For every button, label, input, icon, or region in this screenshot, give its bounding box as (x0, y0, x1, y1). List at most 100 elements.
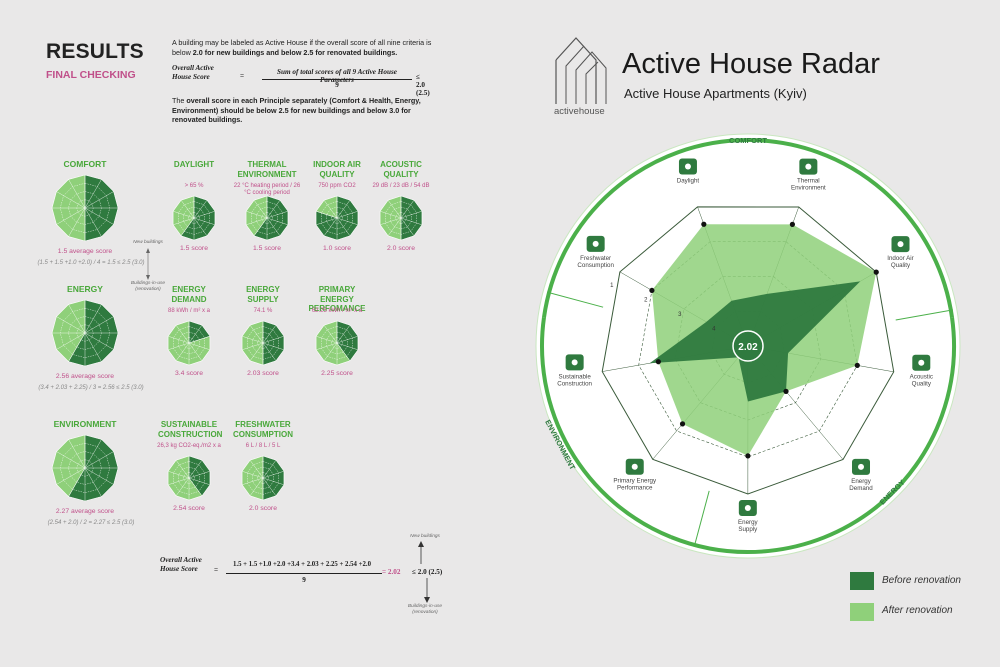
radar-title: Active House Radar (622, 48, 880, 80)
param-radar-0 (172, 195, 216, 241)
axis-label-0: Thermal Environment (791, 178, 826, 192)
principle-title-environment: ENVIRONMENT (53, 419, 117, 429)
radar-point-after-6 (655, 359, 661, 365)
param-title-6: PRIMARY ENERGY PERFOMANCE (308, 285, 366, 313)
principle-rule-text: The overall score in each Principle sepa… (172, 96, 421, 125)
principle-title-energy: ENERGY (67, 284, 103, 294)
principle-radar-comfort (51, 174, 119, 242)
activehouse-logo-icon (555, 37, 607, 104)
param-score-1: 1.5 score (253, 245, 281, 252)
axis-label-2: Acoustic Quality (910, 374, 933, 388)
overall-result: = 2.02 (382, 568, 401, 576)
param-score-7: 2.54 score (173, 505, 205, 512)
sun-icon (678, 158, 697, 175)
comfort-note-inuse: Buildings-in-use (renovation) (130, 281, 166, 292)
radar-point-after-7 (649, 287, 655, 294)
overall-threshold: ≤ 2.0 (2.5) (412, 568, 443, 576)
comfort-note-new: New buildings (133, 240, 163, 245)
radar-point-after-2 (854, 362, 860, 368)
house-plug-icon (852, 458, 871, 475)
param-radar-7 (167, 455, 211, 501)
param-value-1: 22 °C heating period / 26 °C cooling per… (233, 183, 301, 196)
principle-radar-environment (51, 434, 119, 502)
sector-divider-2 (546, 291, 604, 308)
results-title: RESULTS (46, 40, 144, 63)
param-score-3: 2.0 score (387, 245, 415, 252)
ring-label-3: 3 (678, 312, 682, 318)
principle-score-comfort: 1.5 average score (57, 248, 113, 255)
param-radar-3 (379, 195, 423, 241)
center-score: 2.02 (738, 342, 758, 353)
param-score-4: 3.4 score (175, 370, 203, 377)
param-value-3: 29 dB / 23 dB / 54 dB (372, 183, 430, 189)
param-value-7: 26,3 kg CO2-eq./m2 x a (157, 443, 221, 449)
sector-label-comfort: COMFORT (729, 136, 767, 145)
legend-label-before: Before renovation (882, 575, 961, 586)
overall-inuse-note: Buildings-in-use (renovation) (407, 604, 443, 615)
sector-arc-energy (670, 317, 956, 554)
overall-eq: = (214, 566, 219, 574)
speaker-icon (912, 354, 931, 371)
radar-point-after-1 (873, 269, 879, 275)
overall-score-label: Overall Active House Score (160, 556, 202, 573)
param-radar-4 (167, 320, 211, 366)
principle-calc-environment: (2.54 + 2.0) / 2 = 2.27 ≤ 2.5 (3.0) (47, 520, 135, 526)
param-score-8: 2.0 score (249, 505, 277, 512)
center-score-circle (732, 330, 764, 362)
ring-label-1: 1 (610, 283, 614, 289)
param-value-2: 750 ppm CO2 (318, 183, 356, 189)
overall-new-note: New buildings (410, 534, 440, 539)
param-radar-1 (245, 195, 289, 241)
param-radar-6 (315, 320, 359, 366)
param-title-2: INDOOR AIR QUALITY (313, 160, 361, 179)
legend-swatch-after (850, 603, 874, 621)
radar-point-after-3 (783, 388, 789, 394)
param-value-6: 62.25 kWh / m² x a (311, 308, 363, 314)
sector-divider-1 (693, 490, 710, 548)
radar-grid-ring-3 (638, 241, 858, 458)
axis-label-4: Energy Supply (738, 519, 759, 533)
principle-title-comfort: COMFORT (63, 159, 107, 169)
legend-label-after: After renovation (882, 605, 953, 616)
axis-label-1: Indoor Air Quality (887, 255, 913, 269)
principle-calc-comfort: (1.5 + 1.5 +1.0 +2.0) / 4 = 1.5 ≤ 2.5 (3… (37, 260, 145, 266)
hand-water-icon (586, 235, 605, 252)
param-radar-2 (315, 195, 359, 241)
plug-leaf-icon (738, 499, 757, 516)
radar-subtitle: Active House Apartments (Kyiv) (624, 86, 807, 101)
principle-calc-energy: (3.4 + 2.03 + 2.25) / 3 = 2.56 ≤ 2.5 (3.… (38, 385, 144, 391)
param-radar-8 (241, 455, 285, 501)
sector-arc-environment (540, 317, 672, 539)
principle-radar-energy (51, 299, 119, 367)
thermometer-icon (799, 158, 818, 175)
wind-icon (891, 236, 910, 253)
param-value-5: 74.1 % (253, 308, 273, 314)
param-title-7: SUSTAINABLE CONSTRUCTION (158, 420, 223, 439)
axis-label-7: Freshwater Consumption (577, 255, 614, 269)
sector-divider-0 (895, 309, 953, 321)
param-score-6: 2.25 score (321, 370, 353, 377)
param-value-0: > 65 % (184, 183, 204, 189)
axis-label-6: Sustainable Construction (557, 373, 592, 387)
param-title-5: ENERGY SUPPLY (246, 285, 280, 304)
param-value-8: 6 L / 8 L / 5 L (245, 443, 281, 449)
param-title-1: THERMAL ENVIRONMENT (237, 160, 297, 179)
param-radar-5 (241, 320, 285, 366)
principle-score-environment: 2.27 average score (55, 508, 115, 515)
param-score-5: 2.03 score (247, 370, 279, 377)
sector-arc-comfort (542, 138, 954, 318)
param-title-8: FRESHWATER CONSUMPTION (233, 420, 293, 439)
energy-bars-icon (625, 458, 644, 475)
co2-cloud-icon (565, 354, 584, 371)
radar-point-after-8 (701, 221, 707, 227)
overall-numerator: 1.5 + 1.5 +1.0 +2.0 +3.4 + 2.03 + 2.25 +… (232, 561, 372, 568)
ring-label-4: 4 (712, 327, 716, 333)
principle-score-energy: 2.56 average score (55, 373, 115, 380)
activehouse-logo-text: activehouse (554, 106, 605, 117)
param-value-4: 88 kWh / m² x a (167, 308, 210, 314)
legend-swatch-before (850, 572, 874, 590)
radar-point-after-0 (789, 221, 796, 227)
param-score-0: 1.5 score (180, 245, 208, 252)
axis-label-8: Daylight (677, 178, 700, 185)
